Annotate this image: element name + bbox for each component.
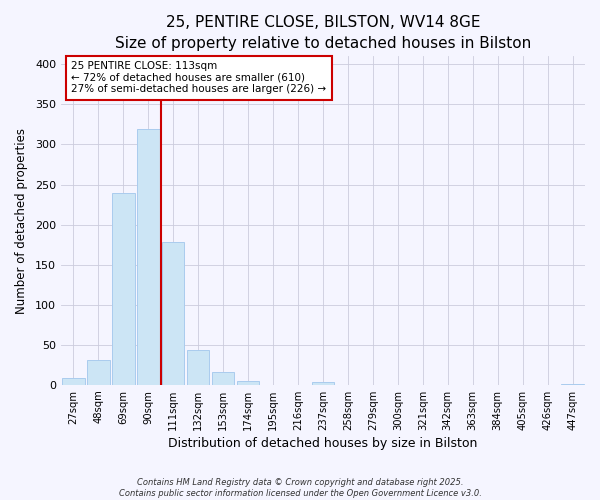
Bar [62,378,85,385]
Text: Contains HM Land Registry data © Crown copyright and database right 2025.
Contai: Contains HM Land Registry data © Crown c… [119,478,481,498]
Bar [212,372,235,385]
Y-axis label: Number of detached properties: Number of detached properties [15,128,28,314]
Bar [162,242,184,385]
Bar [187,350,209,385]
Bar [312,382,334,385]
X-axis label: Distribution of detached houses by size in Bilston: Distribution of detached houses by size … [168,437,478,450]
Bar [561,384,584,385]
Bar [237,381,259,385]
Text: 25 PENTIRE CLOSE: 113sqm
← 72% of detached houses are smaller (610)
27% of semi-: 25 PENTIRE CLOSE: 113sqm ← 72% of detach… [71,62,326,94]
Bar [137,129,160,385]
Bar [112,194,134,385]
Title: 25, PENTIRE CLOSE, BILSTON, WV14 8GE
Size of property relative to detached house: 25, PENTIRE CLOSE, BILSTON, WV14 8GE Siz… [115,15,531,51]
Bar [87,360,110,385]
